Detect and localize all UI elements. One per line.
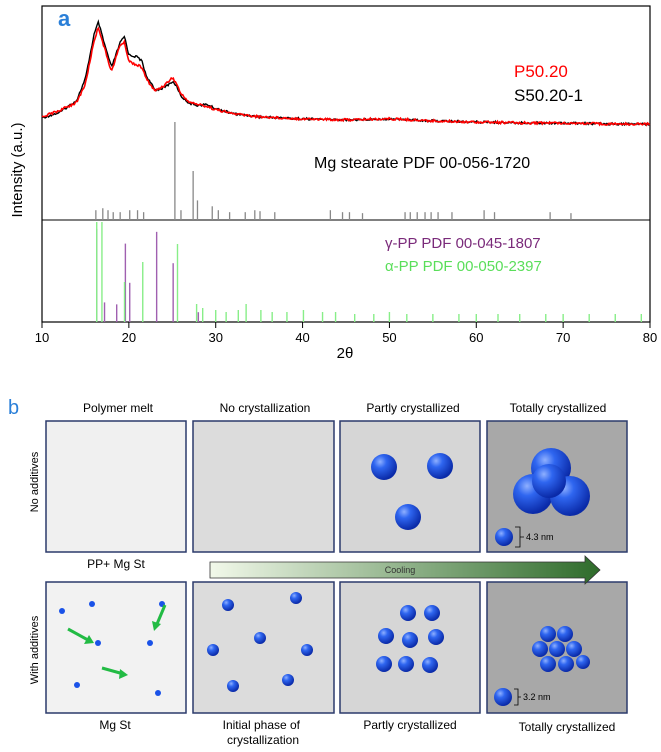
- spheres-partly-top: [371, 453, 453, 530]
- x-tick-label-50: 50: [382, 330, 396, 345]
- caption-totally-crystallized: Totally crystallized: [519, 720, 616, 734]
- header-totally-crystallized: Totally crystallized: [510, 401, 607, 415]
- x-tick-label-20: 20: [122, 330, 136, 345]
- mg-stearate-peaks: [95, 122, 572, 220]
- size-label-bottom: 3.2 nm: [523, 692, 551, 702]
- x-axis-label: 2θ: [337, 345, 354, 362]
- spheres-partly-bottom: [376, 605, 444, 673]
- cooling-label: Cooling: [385, 565, 416, 575]
- box-mg-st: [45, 581, 187, 714]
- size-indicator-top: 4.3 nm: [495, 526, 554, 548]
- cooling-arrow: Cooling: [209, 555, 601, 585]
- x-tick-label-10: 10: [35, 330, 49, 345]
- spheres-initial: [207, 592, 313, 692]
- label-mg-stearate: Mg stearate PDF 00-056-1720: [314, 155, 530, 172]
- legend-p50-20: P50.20: [514, 62, 568, 81]
- green-arrows: [67, 604, 167, 679]
- xrd-plot: 10 20 30 40 50 60 70 80: [35, 5, 657, 345]
- legend-s50-20-1: S50.20-1: [514, 86, 583, 105]
- mid-left-label: PP+ Mg St: [87, 557, 145, 571]
- spheres-totally-bottom: [532, 626, 590, 672]
- caption-mg-st: Mg St: [99, 718, 131, 732]
- x-tick-label-30: 30: [208, 330, 222, 345]
- x-tick-label-40: 40: [295, 330, 309, 345]
- x-tick-label-60: 60: [469, 330, 483, 345]
- y-axis-label: Intensity (a.u.): [9, 122, 26, 217]
- row-label-no-additives: No additives: [29, 451, 41, 512]
- size-label-top: 4.3 nm: [526, 532, 554, 542]
- x-tick-label-80: 80: [643, 330, 657, 345]
- x-tick-label-70: 70: [556, 330, 570, 345]
- spheres-totally-top: [513, 448, 590, 516]
- gamma-pp-peaks: [96, 228, 200, 322]
- label-alpha-pp: α-PP PDF 00-050-2397: [385, 258, 542, 275]
- header-partly-crystallized: Partly crystallized: [366, 401, 459, 415]
- size-indicator-bottom: 3.2 nm: [494, 688, 551, 706]
- caption-initial-phase: Initial phase of crystallization: [223, 718, 304, 747]
- panel-a-label: a: [58, 6, 71, 31]
- box-polymer-melt: [45, 420, 187, 553]
- box-no-crystallization: [192, 420, 335, 553]
- alpha-pp-peaks: [96, 222, 643, 322]
- box-partly-crystallized-top: [339, 420, 481, 553]
- header-no-crystallization: No crystallization: [220, 401, 311, 415]
- caption-partly-crystallized: Partly crystallized: [363, 718, 456, 732]
- series-p50-20: [41, 26, 651, 127]
- x-ticks: 10 20 30 40 50 60 70 80: [35, 322, 657, 345]
- row-label-with-additives: With additives: [29, 615, 41, 684]
- header-polymer-melt: Polymer melt: [83, 401, 154, 415]
- label-gamma-pp: γ-PP PDF 00-045-1807: [385, 235, 541, 252]
- panel-b-label: b: [8, 397, 19, 419]
- plot-frame: [41, 5, 651, 323]
